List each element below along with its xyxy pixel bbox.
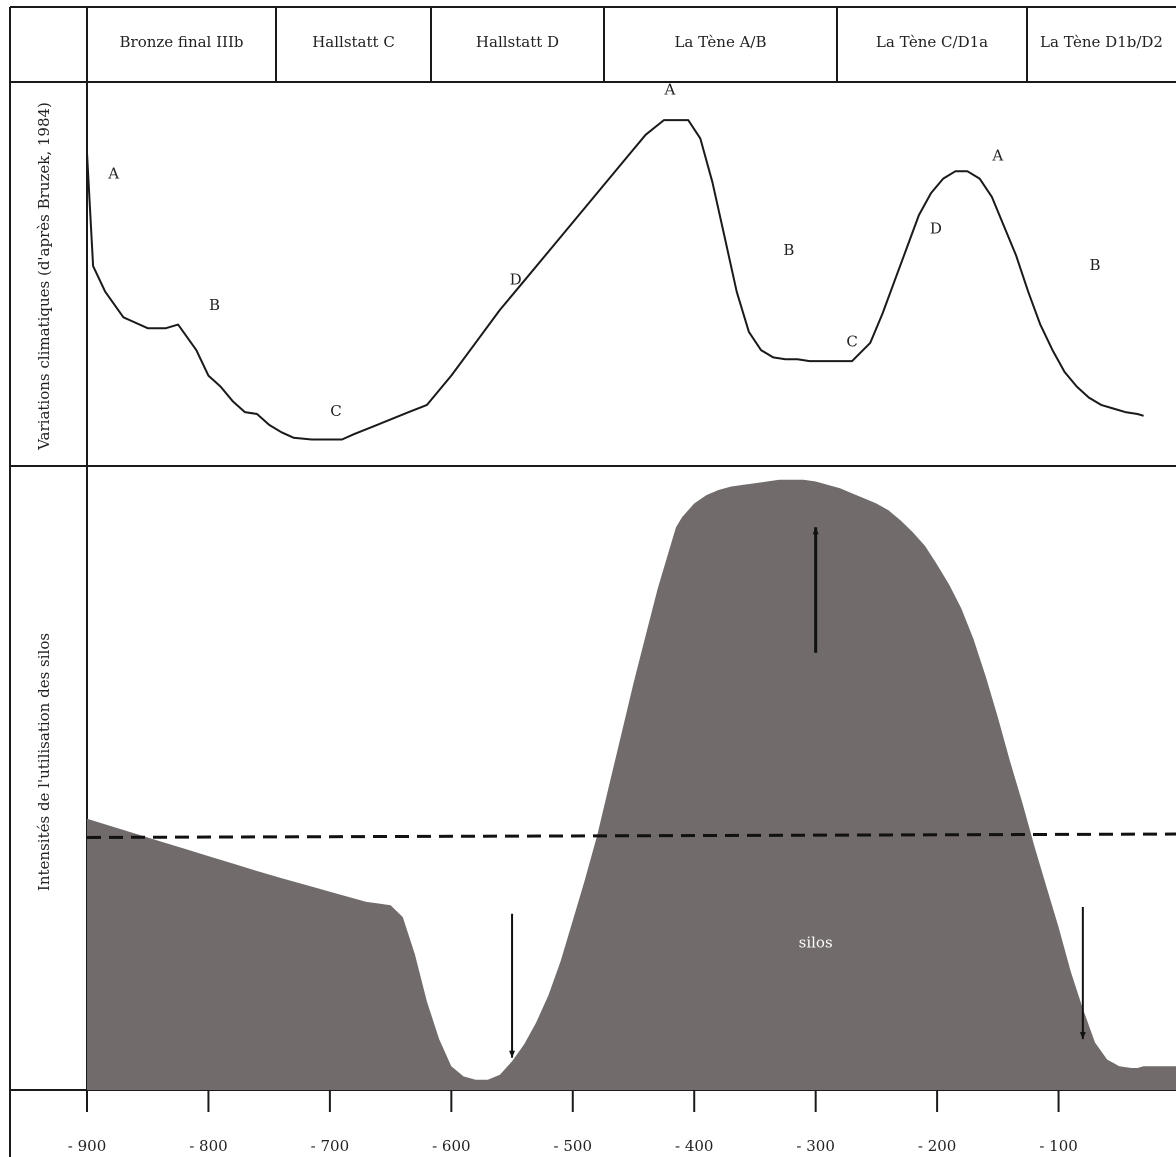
period-label: La Tène D1b/D2 xyxy=(1040,33,1163,51)
curve-phase-label: A xyxy=(107,165,119,183)
x-tick-label: - 300 xyxy=(796,1137,834,1155)
x-tick-label: - 700 xyxy=(311,1137,349,1155)
x-tick-label: - 200 xyxy=(918,1137,956,1155)
silos-axis-title: Intensités de l'utilisation des silos xyxy=(35,633,53,891)
curve-phase-label: C xyxy=(330,402,341,420)
period-label: Bronze final IIIb xyxy=(120,33,244,51)
period-label: La Tène A/B xyxy=(674,33,766,51)
silos-area xyxy=(87,479,1176,1090)
period-label: Hallstatt C xyxy=(312,33,395,51)
curve-phase-label: D xyxy=(930,219,942,237)
period-header: Bronze final IIIb Hallstatt C Hallstatt D L… xyxy=(120,7,1163,82)
silos-chart: Intensités de l'utilisation des silos si… xyxy=(35,479,1176,1090)
x-tick-label: - 600 xyxy=(432,1137,470,1155)
curve-phase-label: B xyxy=(783,241,794,259)
curve-phase-label: B xyxy=(1089,256,1100,274)
silos-label: silos xyxy=(799,934,833,952)
curve-phase-label: D xyxy=(510,270,522,288)
period-label: La Tène C/D1a xyxy=(876,33,988,51)
x-tick-label: - 100 xyxy=(1039,1137,1077,1155)
x-tick-label: - 500 xyxy=(554,1137,592,1155)
x-tick-label: - 800 xyxy=(189,1137,227,1155)
curve-phase-label: C xyxy=(846,332,857,350)
arrow-head xyxy=(1079,1032,1086,1040)
climate-chart: Variations climatiques (d'après Bruzek, … xyxy=(35,81,1144,451)
x-tick-label: - 900 xyxy=(68,1137,106,1155)
time-axis: - 900 - 800 - 700 - 600 - 500 - 400 - 300 - 200… xyxy=(68,1090,1176,1155)
climate-axis-title: Variations climatiques (d'après Bruzek, … xyxy=(35,102,53,451)
curve-phase-label: B xyxy=(209,296,220,314)
arrow-head xyxy=(812,527,819,535)
reference-line xyxy=(86,832,1176,839)
x-tick-label: - 400 xyxy=(675,1137,713,1155)
curve-phase-label: A xyxy=(991,146,1003,164)
period-label: Hallstatt D xyxy=(476,33,559,51)
climate-curve xyxy=(86,119,1144,441)
curve-phase-label: A xyxy=(664,81,676,99)
arrow-head xyxy=(509,1050,516,1058)
